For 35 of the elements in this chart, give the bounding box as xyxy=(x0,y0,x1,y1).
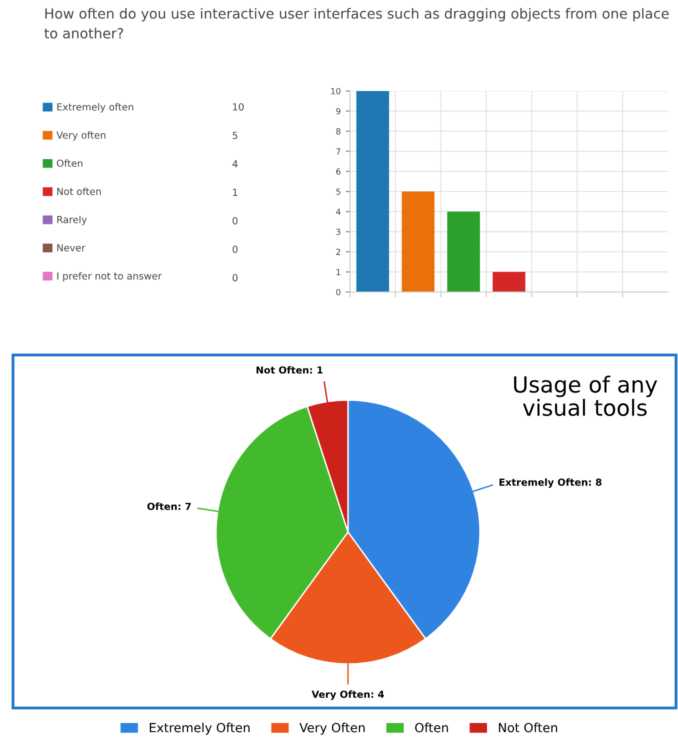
legend-label: Not Often xyxy=(498,722,558,732)
text: 0 xyxy=(232,274,238,282)
data-label: Often: 7 xyxy=(147,502,191,510)
y-tick-label: 9 xyxy=(336,108,340,114)
y-tick-label: 8 xyxy=(336,128,340,134)
legend-label: I prefer not to answer xyxy=(57,272,162,282)
legend-label: Often xyxy=(56,159,82,167)
data-label: Extremely Often: 8 xyxy=(500,478,602,488)
legend-label: Not often xyxy=(57,188,101,196)
text: 1 xyxy=(233,188,238,196)
y-tick-label: 7 xyxy=(336,148,340,154)
y-tick-label: 1 xyxy=(336,268,340,276)
legend-label: Rarely xyxy=(57,216,87,226)
y-tick-label: 3 xyxy=(336,228,340,235)
text: 0 xyxy=(232,217,238,224)
text: Usage of any visual tools xyxy=(514,376,658,416)
legend-label: Never xyxy=(57,244,86,252)
text: 0 xyxy=(232,246,238,253)
y-tick-label: 6 xyxy=(336,168,340,175)
legend-label: Often xyxy=(415,722,448,732)
legend-label: Extremely Often xyxy=(150,722,250,735)
y-tick-label: 0 xyxy=(336,288,340,296)
data-label: Very Often: 4 xyxy=(312,690,384,700)
text: 4 xyxy=(232,160,238,168)
legend-label: Extremely often xyxy=(57,103,134,112)
legend-label: Very often xyxy=(56,131,106,141)
chart-title: How often do you use interactive user interfaces such as dragging objects from one place to another? xyxy=(44,8,669,39)
y-tick-label: 2 xyxy=(336,248,340,255)
text: 10 xyxy=(233,103,244,111)
y-tick-label: 10 xyxy=(331,88,340,94)
legend-label: Very Often xyxy=(299,722,365,735)
y-tick-label: 4 xyxy=(336,208,341,215)
text: 5 xyxy=(232,132,238,140)
y-tick-label: 5 xyxy=(336,188,340,195)
data-label: Not Often: 1 xyxy=(256,366,323,374)
